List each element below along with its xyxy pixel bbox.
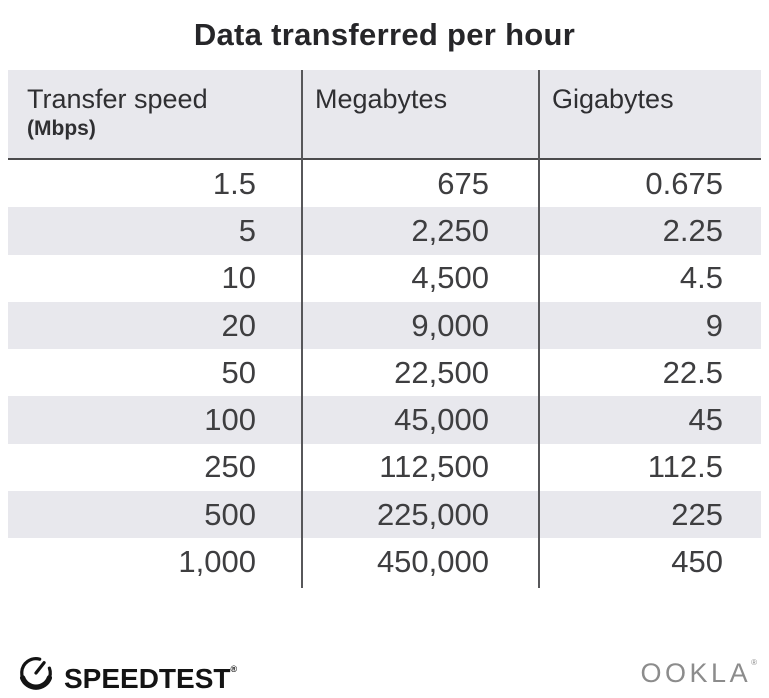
cell-gigabytes: 225	[671, 496, 723, 532]
cell-speed: 20	[221, 307, 256, 343]
cell-gigabytes: 9	[705, 307, 723, 343]
cell-gigabytes: 450	[671, 544, 723, 580]
table-row: 50 22,500 22.5	[8, 349, 761, 396]
cell-megabytes: 675	[437, 165, 489, 201]
cell-megabytes: 450,000	[376, 544, 489, 580]
header-megabytes-label: Megabytes	[315, 84, 448, 114]
cell-megabytes: 4,500	[411, 260, 489, 296]
cell-megabytes: 2,250	[411, 212, 489, 248]
table-body: 1.5 675 0.675 5 2,250 2.25 10 4,500 4.5 …	[8, 160, 761, 586]
ookla-logo: OOKLA ®	[641, 658, 757, 688]
cell-speed: 1.5	[212, 165, 256, 201]
header-transfer-speed-unit: (Mbps)	[27, 117, 96, 140]
table-row: 100 45,000 45	[8, 396, 761, 444]
registered-trademark-symbol: ®	[230, 664, 238, 674]
header-gigabytes: Gigabytes	[539, 70, 761, 158]
speedometer-gauge-icon	[17, 653, 55, 696]
cell-gigabytes: 45	[688, 402, 723, 438]
table-row: 1.5 675 0.675	[8, 160, 761, 207]
cell-speed: 5	[238, 212, 256, 248]
data-table: Transfer speed (Mbps) Megabytes Gigabyte…	[8, 70, 761, 588]
header-transfer-speed: Transfer speed (Mbps)	[8, 70, 302, 158]
cell-megabytes: 22,500	[394, 354, 489, 390]
cell-megabytes: 112,500	[379, 449, 489, 485]
cell-gigabytes: 22.5	[662, 354, 723, 390]
table-row: 1,000 450,000 450	[8, 538, 761, 585]
footer: SPEEDTEST® OOKLA ®	[0, 644, 769, 698]
cell-speed: 1,000	[178, 544, 256, 580]
cell-speed: 100	[204, 402, 256, 438]
speedtest-wordmark: SPEEDTEST®	[64, 663, 238, 694]
cell-gigabytes: 2.25	[662, 212, 723, 248]
cell-megabytes: 9,000	[411, 307, 489, 343]
table-row: 10 4,500 4.5	[8, 255, 761, 302]
cell-megabytes: 225,000	[376, 496, 489, 532]
table-header-row: Transfer speed (Mbps) Megabytes Gigabyte…	[8, 70, 761, 160]
header-transfer-speed-label: Transfer speed	[27, 84, 208, 114]
cell-speed: 10	[221, 260, 256, 296]
page-title: Data transferred per hour	[193, 17, 576, 52]
cell-speed: 250	[204, 449, 256, 485]
header-gigabytes-label: Gigabytes	[552, 84, 674, 114]
cell-speed: 50	[221, 354, 256, 390]
table-row: 5 2,250 2.25	[8, 207, 761, 255]
column-divider	[538, 70, 540, 588]
header-megabytes: Megabytes	[302, 70, 539, 158]
registered-trademark-symbol: ®	[751, 658, 757, 667]
table-row: 500 225,000 225	[8, 491, 761, 539]
table-row: 250 112,500 112.5	[8, 444, 761, 491]
cell-gigabytes: 4.5	[679, 260, 723, 296]
column-divider	[301, 70, 303, 588]
ookla-wordmark: OOKLA	[640, 658, 752, 688]
cell-gigabytes: 0.675	[645, 165, 723, 201]
cell-speed: 500	[204, 496, 256, 532]
speedtest-logo: SPEEDTEST®	[17, 650, 237, 698]
cell-megabytes: 45,000	[394, 402, 489, 438]
table-row: 20 9,000 9	[8, 301, 761, 350]
cell-gigabytes: 112.5	[647, 449, 723, 485]
